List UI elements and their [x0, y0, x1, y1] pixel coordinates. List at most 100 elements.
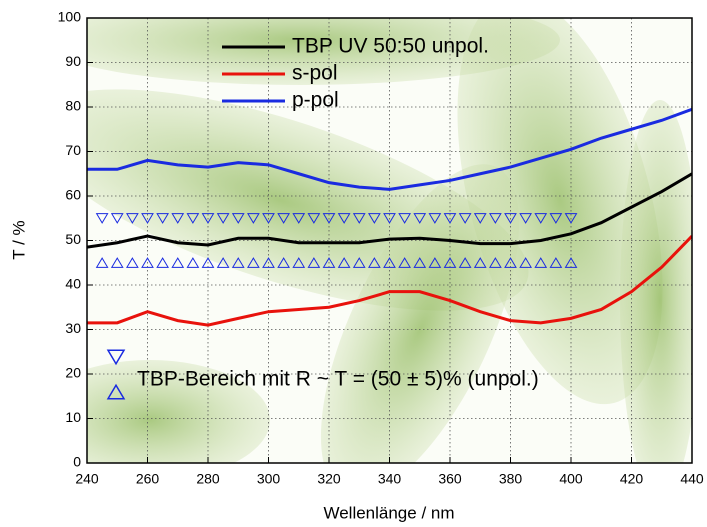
triangle-marker — [564, 257, 578, 268]
triangle-marker — [534, 213, 548, 224]
triangle-marker — [549, 257, 563, 268]
triangle-marker — [292, 257, 306, 268]
triangle-marker — [473, 213, 487, 224]
triangle-marker — [171, 257, 185, 268]
triangle-marker — [95, 213, 109, 224]
triangle-marker — [186, 257, 200, 268]
plot-area — [87, 107, 692, 327]
y-tick-label: 80 — [65, 98, 81, 114]
triangle-marker — [428, 257, 442, 268]
legend-label: TBP UV 50:50 unpol. — [292, 35, 489, 58]
triangle-marker — [534, 257, 548, 268]
triangle-marker — [141, 213, 154, 224]
x-tick-label: 280 — [196, 471, 220, 487]
triangle-marker — [126, 213, 139, 224]
y-tick-label: 40 — [65, 276, 81, 292]
x-tick-label: 420 — [620, 471, 644, 487]
x-tick-label: 320 — [317, 471, 341, 487]
triangle-marker — [141, 257, 154, 268]
triangle-marker — [95, 257, 109, 268]
annotation: TBP-Bereich mit R ~ T = (50 ± 5)% (unpol… — [137, 368, 539, 391]
triangle-marker — [156, 257, 169, 268]
y-tick-label: 100 — [58, 9, 82, 25]
triangle-marker — [216, 257, 230, 268]
triangle-marker — [413, 257, 427, 268]
triangle-marker — [564, 213, 578, 224]
triangle-marker — [277, 257, 290, 268]
triangle-marker — [126, 257, 139, 268]
triangle-marker — [443, 257, 457, 268]
triangle-marker — [110, 257, 124, 268]
x-tick-label: 240 — [75, 471, 99, 487]
triangle-marker — [398, 213, 411, 224]
triangle-marker — [489, 213, 502, 224]
triangle-marker — [156, 213, 169, 224]
triangle-marker — [322, 257, 336, 268]
x-tick-label: 300 — [257, 471, 281, 487]
y-tick-label: 10 — [65, 409, 81, 425]
data-line — [87, 107, 692, 191]
triangle-marker — [307, 257, 321, 268]
triangle-marker — [307, 213, 321, 224]
triangle-marker — [383, 257, 396, 268]
triangle-marker — [549, 213, 563, 224]
triangle-marker — [428, 213, 442, 224]
y-tick-label: 60 — [65, 187, 81, 203]
x-axis-label: Wellenlänge / nm — [323, 503, 454, 522]
triangle-marker — [352, 213, 366, 224]
triangle-marker — [352, 257, 366, 268]
triangle-marker — [368, 257, 381, 268]
triangle-marker — [292, 213, 306, 224]
annotation-symbol — [106, 349, 126, 366]
background-decoration — [87, 18, 692, 463]
y-tick-label: 0 — [73, 454, 81, 470]
data-line — [87, 172, 692, 249]
triangle-marker — [398, 257, 411, 268]
triangle-marker — [458, 213, 472, 224]
triangle-marker — [110, 213, 124, 224]
triangle-marker — [337, 257, 351, 268]
triangle-marker — [473, 257, 487, 268]
triangle-marker — [247, 213, 260, 224]
x-tick-label: 260 — [136, 471, 160, 487]
annotation-symbol — [106, 383, 126, 400]
x-tick-label: 440 — [680, 471, 704, 487]
x-tick-label: 360 — [438, 471, 462, 487]
x-tick-label: 380 — [499, 471, 523, 487]
triangle-marker — [277, 213, 290, 224]
triangle-marker — [383, 213, 396, 224]
x-tick-label: 340 — [378, 471, 402, 487]
y-tick-label: 50 — [65, 231, 81, 247]
triangle-marker — [413, 213, 427, 224]
triangle-marker — [262, 257, 275, 268]
triangle-marker — [489, 257, 502, 268]
triangle-marker — [519, 213, 532, 224]
triangle-marker — [201, 257, 215, 268]
y-tick-label: 90 — [65, 53, 81, 69]
y-tick-label: 20 — [65, 365, 81, 381]
data-line — [87, 235, 692, 327]
triangle-marker — [171, 213, 185, 224]
legend-label: p-pol — [292, 89, 339, 112]
triangle-marker — [231, 257, 245, 268]
triangle-marker — [458, 257, 472, 268]
y-axis-label: T / % — [9, 220, 28, 259]
triangle-marker — [322, 213, 336, 224]
triangle-marker — [368, 213, 381, 224]
triangle-marker — [247, 257, 260, 268]
y-tick-label: 30 — [65, 320, 81, 336]
triangle-marker — [231, 213, 245, 224]
legend-label: s-pol — [292, 62, 338, 85]
y-tick-label: 70 — [65, 142, 81, 158]
triangle-marker — [443, 213, 457, 224]
triangle-marker — [186, 213, 200, 224]
triangle-marker — [201, 213, 215, 224]
x-tick-label: 400 — [559, 471, 583, 487]
triangle-marker — [216, 213, 230, 224]
triangle-marker — [262, 213, 275, 224]
triangle-marker — [519, 257, 532, 268]
triangle-marker — [504, 213, 517, 224]
triangle-marker — [337, 213, 351, 224]
triangle-marker — [504, 257, 517, 268]
